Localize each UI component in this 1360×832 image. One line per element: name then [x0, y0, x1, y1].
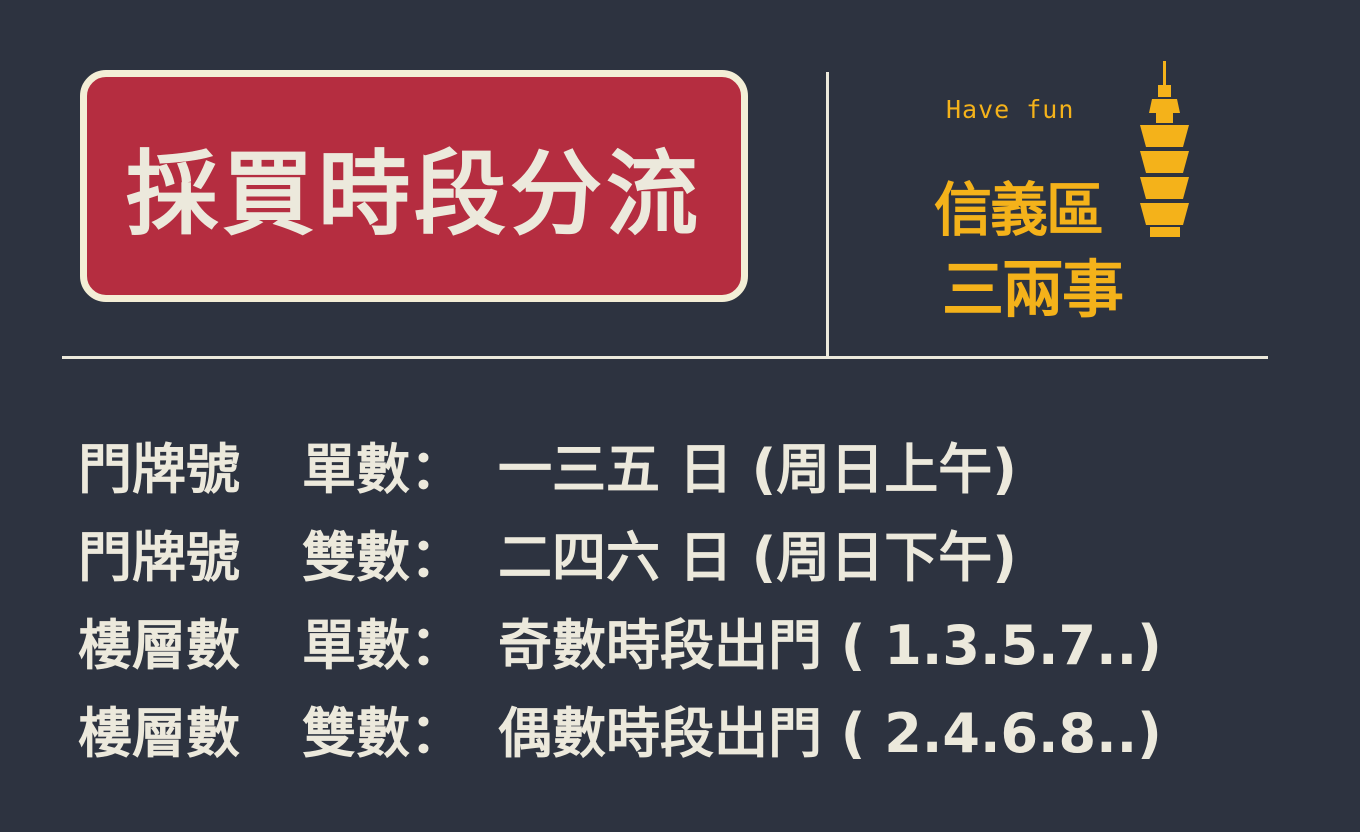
rule-schedule: 一三五 日 (周日上午) [498, 437, 1017, 501]
rule-row: 樓層數 單數： 奇數時段出門 ( 1.3.5.7..) [78, 596, 1318, 684]
logo: Have fun 信義區 三兩事 [930, 55, 1220, 335]
horizontal-divider [62, 356, 1268, 359]
rule-type: 門牌號 [78, 437, 240, 501]
rule-parity: 雙數： [302, 701, 464, 765]
taipei-101-tower-icon [1140, 61, 1189, 237]
logo-line2: 三兩事 [942, 253, 1124, 326]
rule-list: 門牌號 單數： 一三五 日 (周日上午) 門牌號 雙數： 二四六 日 (周日下午… [78, 420, 1318, 772]
logo-line1: 信義區 [934, 176, 1104, 244]
page-title: 採買時段分流 [125, 140, 702, 248]
rule-parity: 單數： [302, 437, 464, 501]
rule-row: 樓層數 雙數： 偶數時段出門 ( 2.4.6.8..) [78, 684, 1318, 772]
rule-type: 樓層數 [78, 701, 240, 765]
rule-parity: 雙數： [302, 525, 464, 589]
title-banner: 採買時段分流 [80, 70, 748, 302]
rule-type: 門牌號 [78, 525, 240, 589]
rule-parity: 單數： [302, 613, 464, 677]
rule-schedule: 奇數時段出門 ( 1.3.5.7..) [498, 613, 1162, 677]
rule-row: 門牌號 單數： 一三五 日 (周日上午) [78, 420, 1318, 508]
vertical-divider [826, 72, 829, 358]
rule-type: 樓層數 [78, 613, 240, 677]
rule-schedule: 二四六 日 (周日下午) [498, 525, 1017, 589]
rule-row: 門牌號 雙數： 二四六 日 (周日下午) [78, 508, 1318, 596]
logo-tagline: Have fun [946, 95, 1075, 124]
rule-schedule: 偶數時段出門 ( 2.4.6.8..) [498, 701, 1162, 765]
